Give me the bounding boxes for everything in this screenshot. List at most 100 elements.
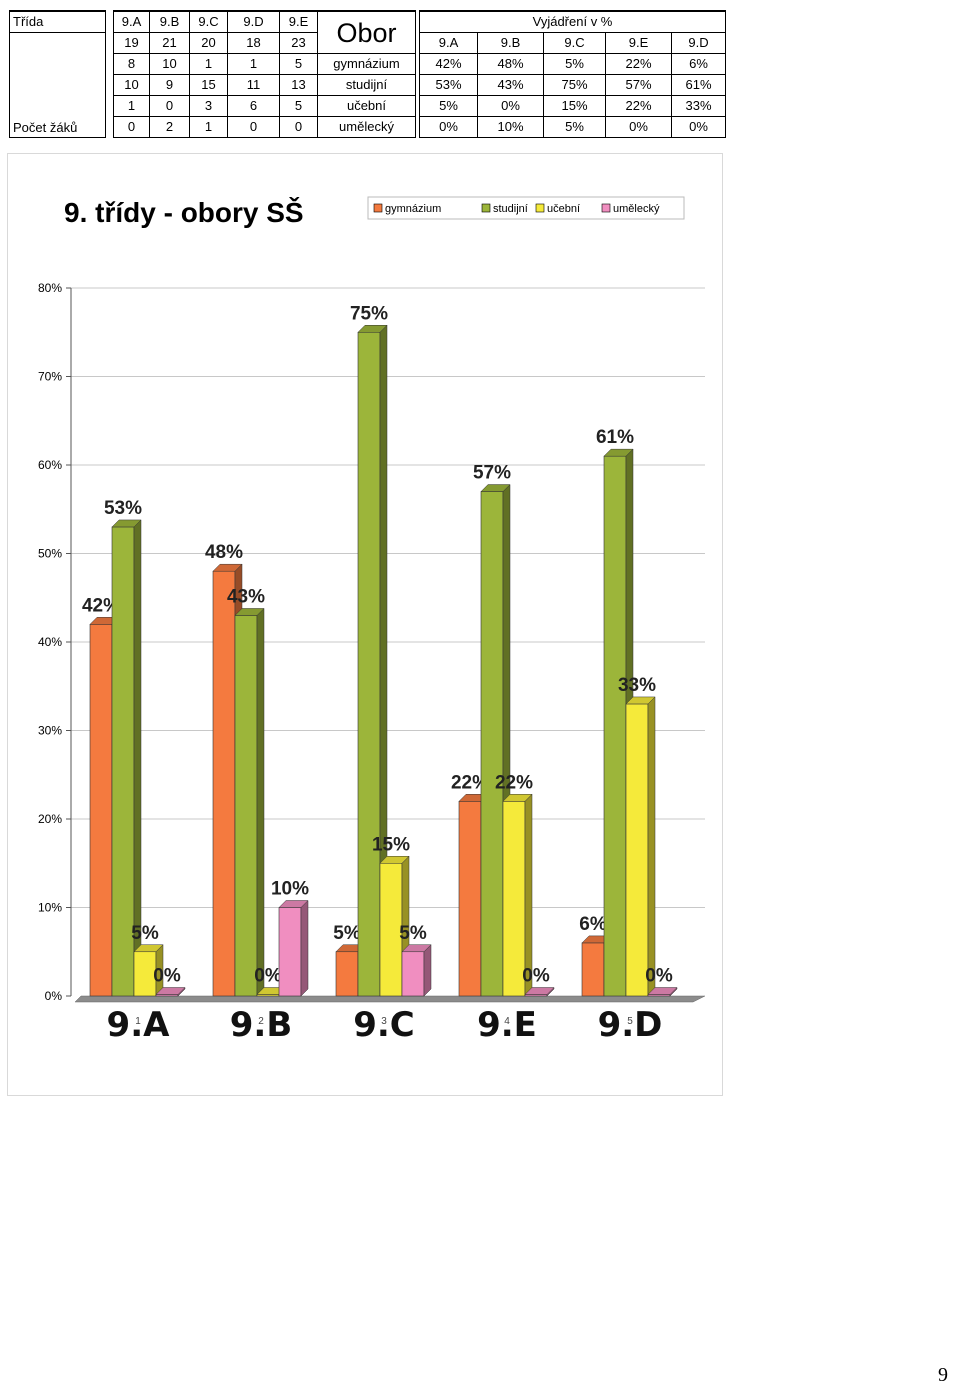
bar [625, 703, 649, 997]
pct-cell: 22% [605, 53, 672, 75]
class-header: 9.C [189, 10, 228, 33]
pct-header: 9.B [477, 32, 544, 54]
count-cell: 13 [279, 74, 318, 96]
total-cell: 21 [149, 32, 190, 54]
legend-swatch [601, 203, 611, 213]
y-tick-label: 0% [45, 989, 63, 1003]
y-tick-label: 70% [38, 370, 62, 384]
data-label: 48% [205, 542, 243, 563]
x-index-label: 3 [381, 1016, 387, 1027]
y-tick-label: 30% [38, 724, 62, 738]
total-cell: 23 [279, 32, 318, 54]
data-label: 5% [131, 923, 159, 944]
x-category-label: 9.D [598, 1005, 663, 1045]
pct-cell: 48% [477, 53, 544, 75]
class-header: 9.B [149, 10, 190, 33]
bar-top [524, 987, 555, 995]
data-label: 0% [645, 966, 673, 987]
obor-header: Obor [317, 10, 416, 54]
legend-entry: učební [547, 203, 580, 215]
x-index-label: 4 [504, 1016, 510, 1027]
x-category-label: 9.C [353, 1005, 415, 1045]
pct-cell: 53% [419, 74, 478, 96]
bar-top [379, 856, 410, 864]
pct-cell: 33% [670, 95, 727, 117]
y-tick-label: 60% [38, 458, 62, 472]
pct-cell: 5% [419, 95, 478, 117]
pct-cell: 0% [477, 95, 544, 117]
pct-cell: 0% [605, 116, 672, 138]
x-index-label: 5 [627, 1016, 633, 1027]
legend-swatch [535, 203, 545, 213]
count-cell: 10 [113, 74, 150, 96]
data-label: 75% [350, 303, 388, 324]
class-header: 9.D [227, 10, 280, 33]
x-index-label: 2 [258, 1016, 264, 1027]
legend-box [367, 196, 685, 220]
total-cell: 20 [189, 32, 228, 54]
count-cell: 3 [189, 95, 228, 117]
legend-entry: studijní [493, 203, 528, 215]
count-cell: 0 [113, 116, 150, 138]
data-label: 0% [254, 966, 282, 987]
data-label: 53% [104, 498, 142, 519]
pct-cell: 61% [670, 74, 727, 96]
bar-top [401, 944, 432, 952]
bar-top [278, 900, 309, 908]
bar-top [625, 696, 656, 705]
bar-top [357, 325, 388, 333]
x-category-label: 9.E [477, 1005, 537, 1045]
x-category-label: 9.B [230, 1005, 293, 1045]
bar-top [133, 944, 164, 952]
data-label: 0% [153, 966, 181, 987]
data-label: 33% [618, 675, 656, 696]
data-label: 6% [579, 914, 607, 935]
pct-cell: 15% [543, 95, 606, 117]
legend-entry: umělecký [613, 203, 660, 215]
bar-side [256, 607, 265, 997]
field-label: umělecký [317, 116, 416, 138]
bar-top [502, 794, 533, 802]
pct-cell: 75% [543, 74, 606, 96]
pct-header: 9.C [543, 32, 606, 54]
pct-cell: 43% [477, 74, 544, 96]
vyjadreni-header: Vyjádření v % [418, 10, 727, 33]
bar [458, 800, 482, 997]
bar-side [300, 899, 309, 997]
bar [278, 907, 302, 997]
field-label: studijní [317, 74, 416, 96]
data-label: 10% [271, 879, 309, 900]
data-label: 43% [227, 586, 265, 607]
chart-frame: 9. třídy - obory SŠ gymnázium studijní učeb… [7, 153, 723, 1096]
count-cell: 1 [189, 53, 228, 75]
field-label: učební [317, 95, 416, 117]
class-header: 9.E [279, 10, 318, 33]
bar [234, 615, 258, 997]
data-label: 0% [522, 966, 550, 987]
y-tick-label: 40% [38, 635, 62, 649]
y-tick-label: 10% [38, 901, 62, 915]
bar-chart: 9. třídy - obory SŠ gymnázium studijní učeb… [38, 196, 706, 1045]
legend-swatch [373, 203, 383, 213]
bar-top [212, 563, 243, 572]
pct-header: 9.E [605, 32, 672, 54]
bar-top [155, 987, 186, 995]
pct-cell: 57% [605, 74, 672, 96]
class-header: 9.A [113, 10, 150, 33]
y-tick-label: 50% [38, 547, 62, 561]
bar [581, 942, 605, 997]
legend-entry: gymnázium [385, 203, 441, 215]
legend-swatch [481, 203, 491, 213]
x-index-label: 1 [135, 1016, 141, 1027]
bar-side [647, 696, 656, 997]
count-cell: 1 [189, 116, 228, 138]
chart-floor [74, 995, 706, 1003]
data-label: 61% [596, 427, 634, 448]
page-number: 9 [938, 1364, 948, 1386]
count-cell: 1 [227, 53, 280, 75]
bar-top [234, 608, 265, 616]
count-cell: 8 [113, 53, 150, 75]
pct-cell: 5% [543, 116, 606, 138]
total-cell: 19 [113, 32, 150, 54]
pct-cell: 0% [419, 116, 478, 138]
